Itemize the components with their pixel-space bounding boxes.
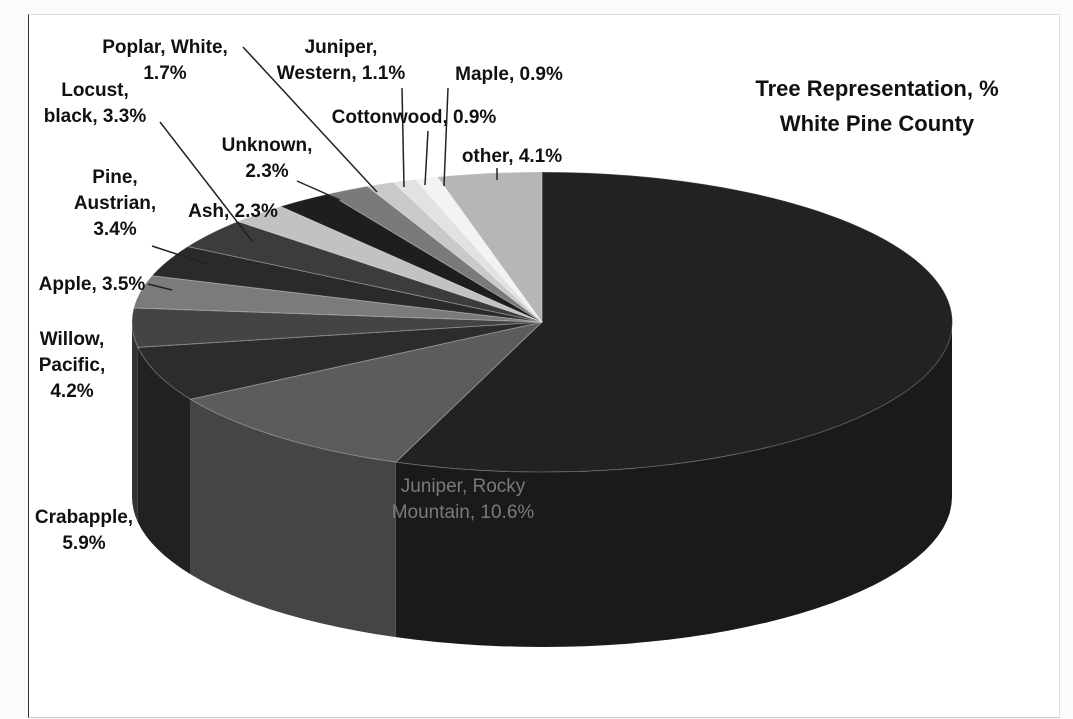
slice-10	[366, 181, 543, 323]
slice-label-8-line-2: 2.3%	[245, 161, 288, 182]
leader-line-12	[443, 87, 449, 187]
leader-line-8	[296, 180, 341, 201]
slice-label-6-line-2: black, 3.3%	[44, 106, 147, 127]
slice-label-10: Juniper, Western, 1.1%	[277, 37, 406, 84]
slice-13	[436, 171, 543, 324]
slice-7	[236, 205, 543, 323]
slice-label-1-line-1: Juniper, Rocky	[401, 476, 526, 497]
leader-line-10	[401, 87, 405, 188]
slice-label-4: Apple, 3.5%	[39, 274, 146, 295]
leader-line-4	[147, 283, 173, 291]
leader-lines-group	[147, 46, 498, 291]
slice-label-9-line-2: 1.7%	[143, 63, 186, 84]
pie-depth-group	[132, 322, 952, 647]
slice-label-13: other, 4.1%	[462, 146, 562, 167]
slice-12	[414, 176, 543, 323]
slice-label-12: Maple, 0.9%	[455, 64, 563, 85]
slice-4	[133, 275, 543, 323]
slice-label-4-line-1: Apple, 3.5%	[39, 274, 146, 295]
slice-label-1-line-2: Mountain, 10.6%	[392, 502, 535, 523]
slice-label-8-line-1: Unknown,	[222, 135, 313, 156]
slice-main-side	[395, 322, 952, 647]
slice-label-11: Cottonwood, 0.9%	[332, 107, 497, 128]
slice-label-10-line-1: Juniper,	[305, 37, 378, 58]
slice-label-2: Crabapple, 5.9%	[35, 507, 133, 554]
slice-label-5: Pine, Austrian, 3.4%	[74, 167, 156, 240]
slice-label-2-line-1: Crabapple,	[35, 507, 133, 528]
slice-3-side	[132, 322, 138, 523]
leader-line-9	[242, 46, 378, 193]
slice-label-11-line-1: Cottonwood, 0.9%	[332, 107, 497, 128]
leader-line-6	[159, 121, 253, 242]
chart-title: Tree Representation, %	[755, 76, 998, 101]
slice-3	[131, 307, 543, 348]
slice-label-2-line-2: 5.9%	[62, 533, 105, 554]
slice-6	[186, 220, 543, 323]
slice-label-7-line-1: Ash, 2.3%	[188, 201, 278, 222]
slice-5	[151, 245, 543, 323]
slice-1-side	[190, 399, 396, 638]
slice-label-10-line-2: Western, 1.1%	[277, 63, 406, 84]
slice-label-5-line-1: Pine,	[92, 167, 137, 188]
slice-8	[279, 193, 543, 323]
slice-2	[137, 321, 543, 400]
slice-2-side	[137, 347, 191, 575]
slice-label-13-line-1: other, 4.1%	[462, 146, 562, 167]
slice-label-3-line-1: Willow,	[40, 329, 105, 350]
slice-1	[189, 321, 544, 463]
slice-label-8: Unknown, 2.3%	[222, 135, 313, 182]
slice-label-1: Juniper, Rocky Mountain, 10.6%	[392, 476, 535, 523]
leader-line-11	[424, 130, 429, 186]
slice-label-3-line-3: 4.2%	[50, 381, 93, 402]
slice-label-9-line-1: Poplar, White,	[102, 37, 228, 58]
slice-label-6-line-1: Locust,	[61, 80, 129, 101]
slice-9	[327, 185, 543, 323]
slice-label-12-line-1: Maple, 0.9%	[455, 64, 563, 85]
leader-line-5	[151, 245, 211, 266]
slice-main	[394, 171, 953, 473]
slice-label-9: Poplar, White, 1.7%	[102, 37, 228, 84]
pie-top-group	[131, 171, 953, 473]
slice-label-6: Locust, black, 3.3%	[44, 80, 147, 127]
slice-label-7: Ash, 2.3%	[188, 201, 278, 222]
slice-label-3: Willow, Pacific, 4.2%	[39, 329, 106, 402]
slice-label-5-line-3: 3.4%	[93, 219, 136, 240]
slice-label-5-line-2: Austrian,	[74, 193, 156, 214]
slice-labels-group: Juniper, Rocky Mountain, 10.6% Crabapple, 5…	[35, 37, 563, 554]
slice-label-3-line-2: Pacific,	[39, 355, 106, 376]
chart-subtitle: White Pine County	[780, 111, 975, 136]
